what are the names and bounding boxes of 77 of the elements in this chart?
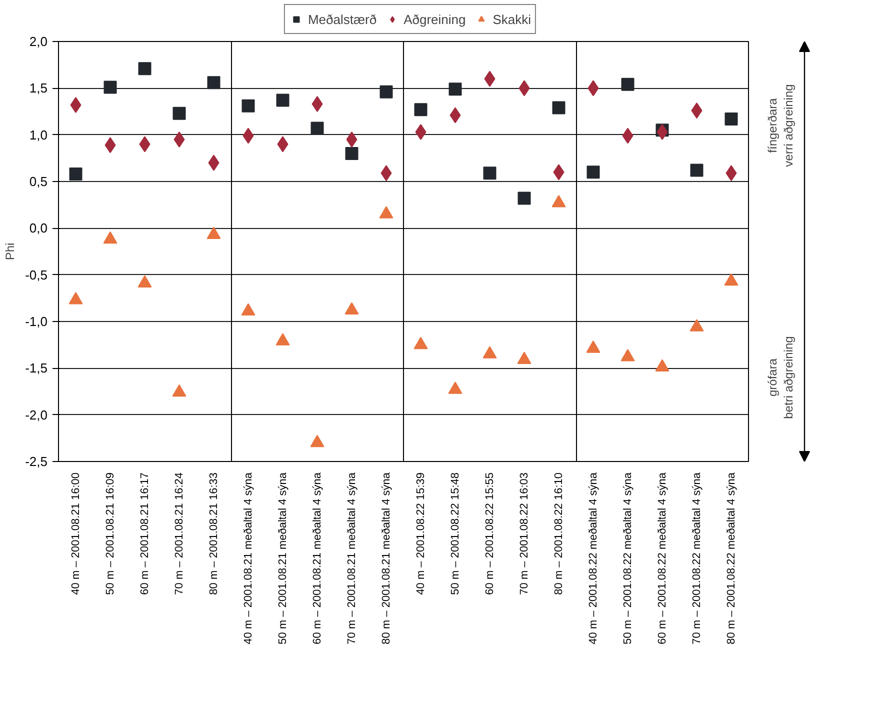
x-tick-label: 50 m – 2001.08.21 meðaltal 4 sýna bbox=[276, 472, 289, 644]
point bbox=[655, 359, 670, 372]
point bbox=[69, 168, 82, 181]
point bbox=[345, 147, 358, 160]
x-tick-label: 60 m – 2001.08.22 15:55 bbox=[484, 472, 496, 595]
x-tick-label: 80 m – 2001.08.21 16:33 bbox=[208, 472, 220, 595]
point bbox=[206, 226, 221, 239]
point bbox=[586, 166, 600, 179]
x-tick-label: 80 m – 2001.08.22 16:10 bbox=[552, 472, 565, 595]
point bbox=[242, 99, 255, 112]
point bbox=[138, 275, 152, 288]
point bbox=[344, 302, 359, 315]
legend-label: Aðgreining bbox=[404, 12, 466, 26]
point bbox=[276, 94, 290, 107]
point bbox=[414, 103, 428, 116]
point bbox=[68, 292, 83, 304]
x-tick-label: 40 m – 2001.08.21 meðaltal 4 sýna bbox=[242, 472, 254, 644]
point bbox=[414, 336, 428, 350]
x-tick-label: 70 m – 2001.08.21 16:24 bbox=[173, 472, 186, 595]
x-tick-label: 40 m – 2001.08.21 16:00 bbox=[70, 472, 82, 595]
point bbox=[552, 194, 566, 208]
y-tick-label: 1,5 bbox=[29, 80, 48, 96]
point bbox=[620, 348, 635, 362]
x-tick-label: 60 m – 2001.08.21 16:17 bbox=[138, 472, 151, 595]
point bbox=[241, 303, 256, 316]
y-tick-label: -1,5 bbox=[25, 360, 48, 376]
point bbox=[448, 82, 462, 96]
y-tick-label: -2,5 bbox=[25, 454, 48, 469]
y-tick-label: 2,0 bbox=[29, 34, 48, 49]
point bbox=[482, 346, 497, 358]
point bbox=[621, 78, 634, 91]
point bbox=[379, 206, 394, 218]
point bbox=[310, 434, 324, 448]
point bbox=[276, 333, 290, 346]
x-tick-label: 50 m – 2001.08.22 15:48 bbox=[449, 472, 462, 595]
x-tick-label: 50 m – 2001.08.22 meðaltal 4 sýna bbox=[622, 472, 634, 644]
y-tick-label: 1,0 bbox=[29, 127, 48, 142]
y-tick-label: 0,0 bbox=[29, 220, 48, 236]
x-tick-label: 80 m – 2001.08.22 meðaltal 4 sýna bbox=[725, 472, 738, 644]
point bbox=[724, 273, 738, 286]
y-tick-label: -0,5 bbox=[25, 267, 48, 282]
x-tick-label: 70 m – 2001.08.22 meðaltal 4 sýna bbox=[690, 472, 703, 644]
point bbox=[586, 340, 600, 353]
point bbox=[518, 192, 531, 205]
x-tick-label: 80 m – 2001.08.21 meðaltal 4 sýna bbox=[380, 472, 392, 644]
point bbox=[517, 352, 532, 364]
x-tick-label: 70 m – 2001.08.21 meðaltal 4 sýna bbox=[346, 472, 358, 644]
point bbox=[552, 101, 566, 114]
point bbox=[172, 106, 186, 120]
point bbox=[448, 382, 462, 394]
point bbox=[690, 319, 704, 332]
x-tick-label: 50 m – 2001.08.21 16:09 bbox=[104, 472, 116, 595]
y-axis-title: Phi bbox=[3, 242, 18, 260]
point bbox=[346, 132, 358, 148]
point bbox=[724, 112, 738, 126]
y-tick-label: -1,0 bbox=[25, 314, 48, 329]
point bbox=[690, 164, 704, 177]
text: fíngerðara verri aðgreining bbox=[766, 84, 796, 167]
point bbox=[172, 384, 186, 397]
point bbox=[310, 122, 324, 135]
x-tick-label: 70 m – 2001.08.22 16:03 bbox=[518, 472, 530, 595]
point bbox=[207, 76, 220, 90]
point bbox=[174, 132, 185, 148]
x-tick-label: 40 m – 2001.08.22 15:39 bbox=[414, 472, 427, 595]
x-tick-label: 60 m – 2001.08.21 meðaltal 4 sýna bbox=[311, 472, 324, 644]
y-tick-label: 0,5 bbox=[29, 174, 48, 189]
y-tick-label: -2,0 bbox=[25, 407, 48, 422]
point bbox=[103, 231, 118, 244]
text: grófara betri aðgreining bbox=[766, 336, 796, 419]
legend-label: Skakki bbox=[492, 12, 532, 26]
point bbox=[138, 62, 152, 76]
point bbox=[104, 80, 117, 94]
x-tick-label: 60 m – 2001.08.22 meðaltal 4 sýna bbox=[656, 472, 668, 644]
point bbox=[380, 85, 393, 98]
legend-label: Meðalstærð bbox=[308, 12, 377, 26]
x-tick-label: 40 m – 2001.08.22 meðaltal 4 sýna bbox=[587, 472, 600, 644]
point bbox=[483, 166, 496, 180]
